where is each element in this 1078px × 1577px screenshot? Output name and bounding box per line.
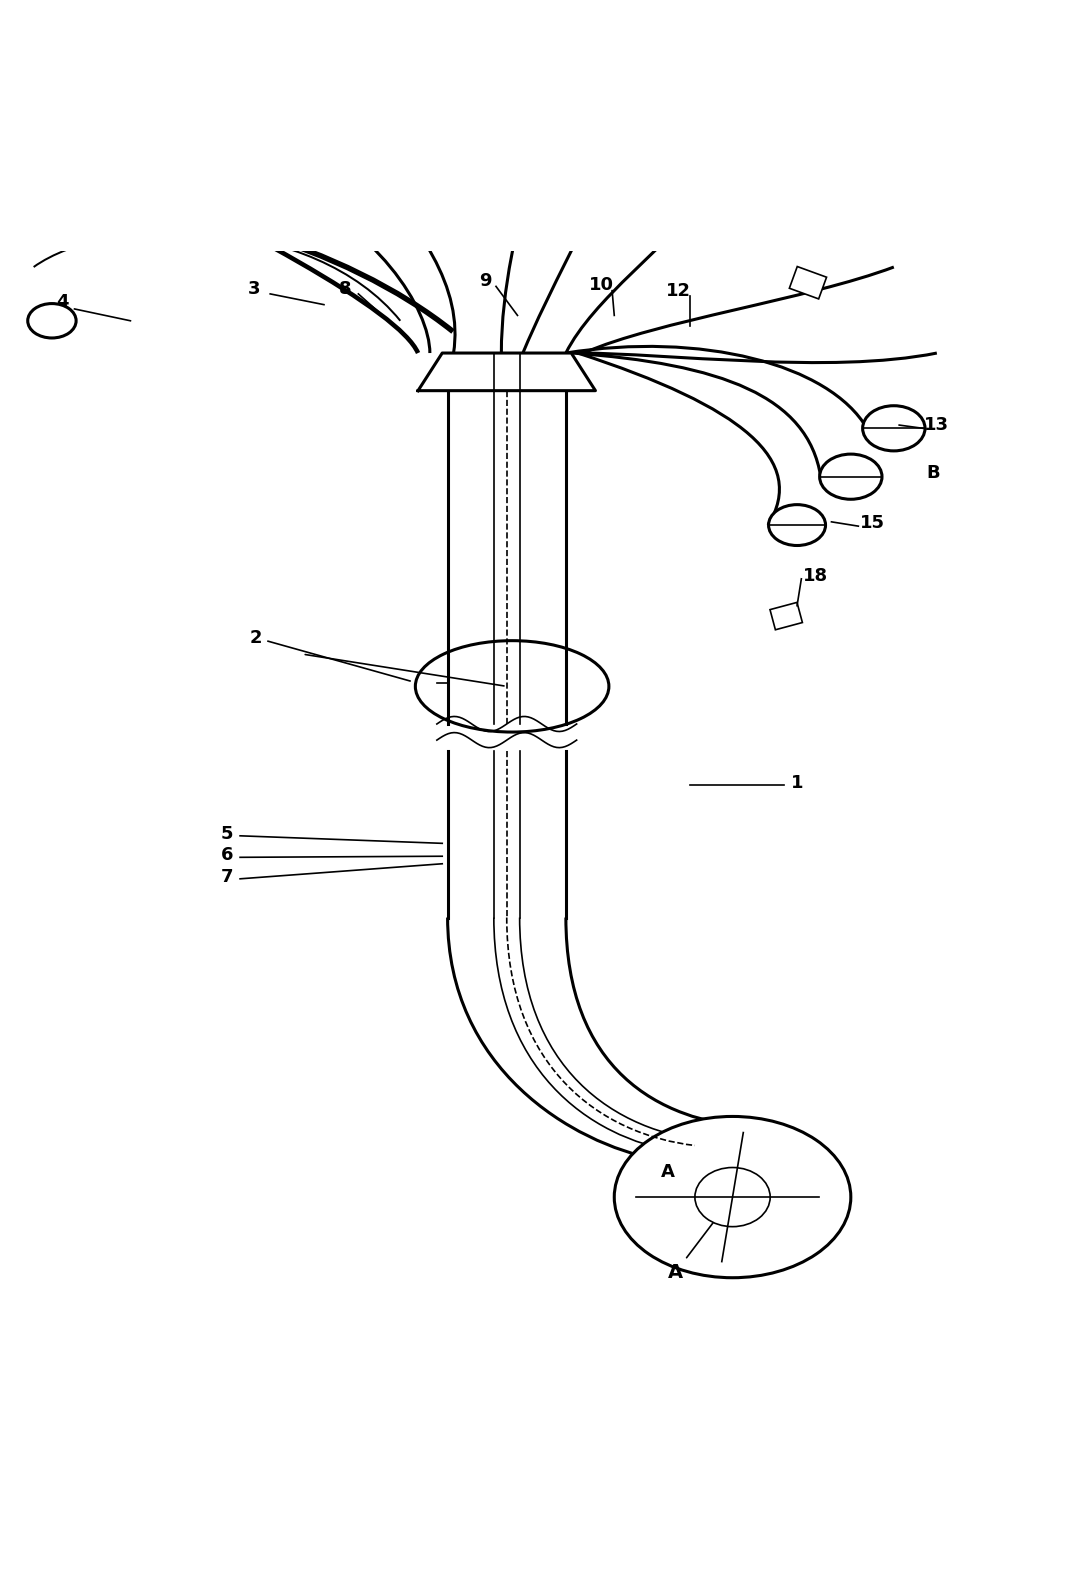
Text: 7: 7 — [221, 867, 234, 886]
Text: 13: 13 — [924, 416, 950, 434]
Text: 8: 8 — [340, 279, 351, 298]
Text: 2: 2 — [250, 629, 262, 647]
Polygon shape — [418, 353, 595, 391]
Text: 6: 6 — [221, 847, 234, 864]
Text: 1: 1 — [791, 774, 803, 792]
Text: A: A — [668, 1199, 731, 1282]
FancyBboxPatch shape — [397, 200, 434, 237]
Ellipse shape — [695, 1167, 770, 1227]
FancyBboxPatch shape — [549, 172, 583, 200]
Text: 12: 12 — [666, 282, 691, 300]
Text: 3: 3 — [248, 279, 260, 298]
Ellipse shape — [862, 405, 925, 451]
Text: 10: 10 — [589, 276, 613, 295]
Ellipse shape — [415, 640, 609, 732]
Ellipse shape — [819, 454, 882, 500]
Text: 9: 9 — [479, 271, 492, 290]
Ellipse shape — [769, 505, 826, 546]
Text: A: A — [661, 1164, 675, 1181]
Ellipse shape — [614, 1117, 851, 1277]
Text: B: B — [927, 465, 940, 483]
Text: 15: 15 — [860, 514, 885, 531]
FancyBboxPatch shape — [789, 267, 827, 300]
Text: 5: 5 — [221, 825, 234, 842]
Text: 18: 18 — [803, 566, 828, 585]
Text: 4: 4 — [56, 293, 69, 312]
FancyBboxPatch shape — [770, 602, 802, 629]
Ellipse shape — [28, 304, 77, 337]
